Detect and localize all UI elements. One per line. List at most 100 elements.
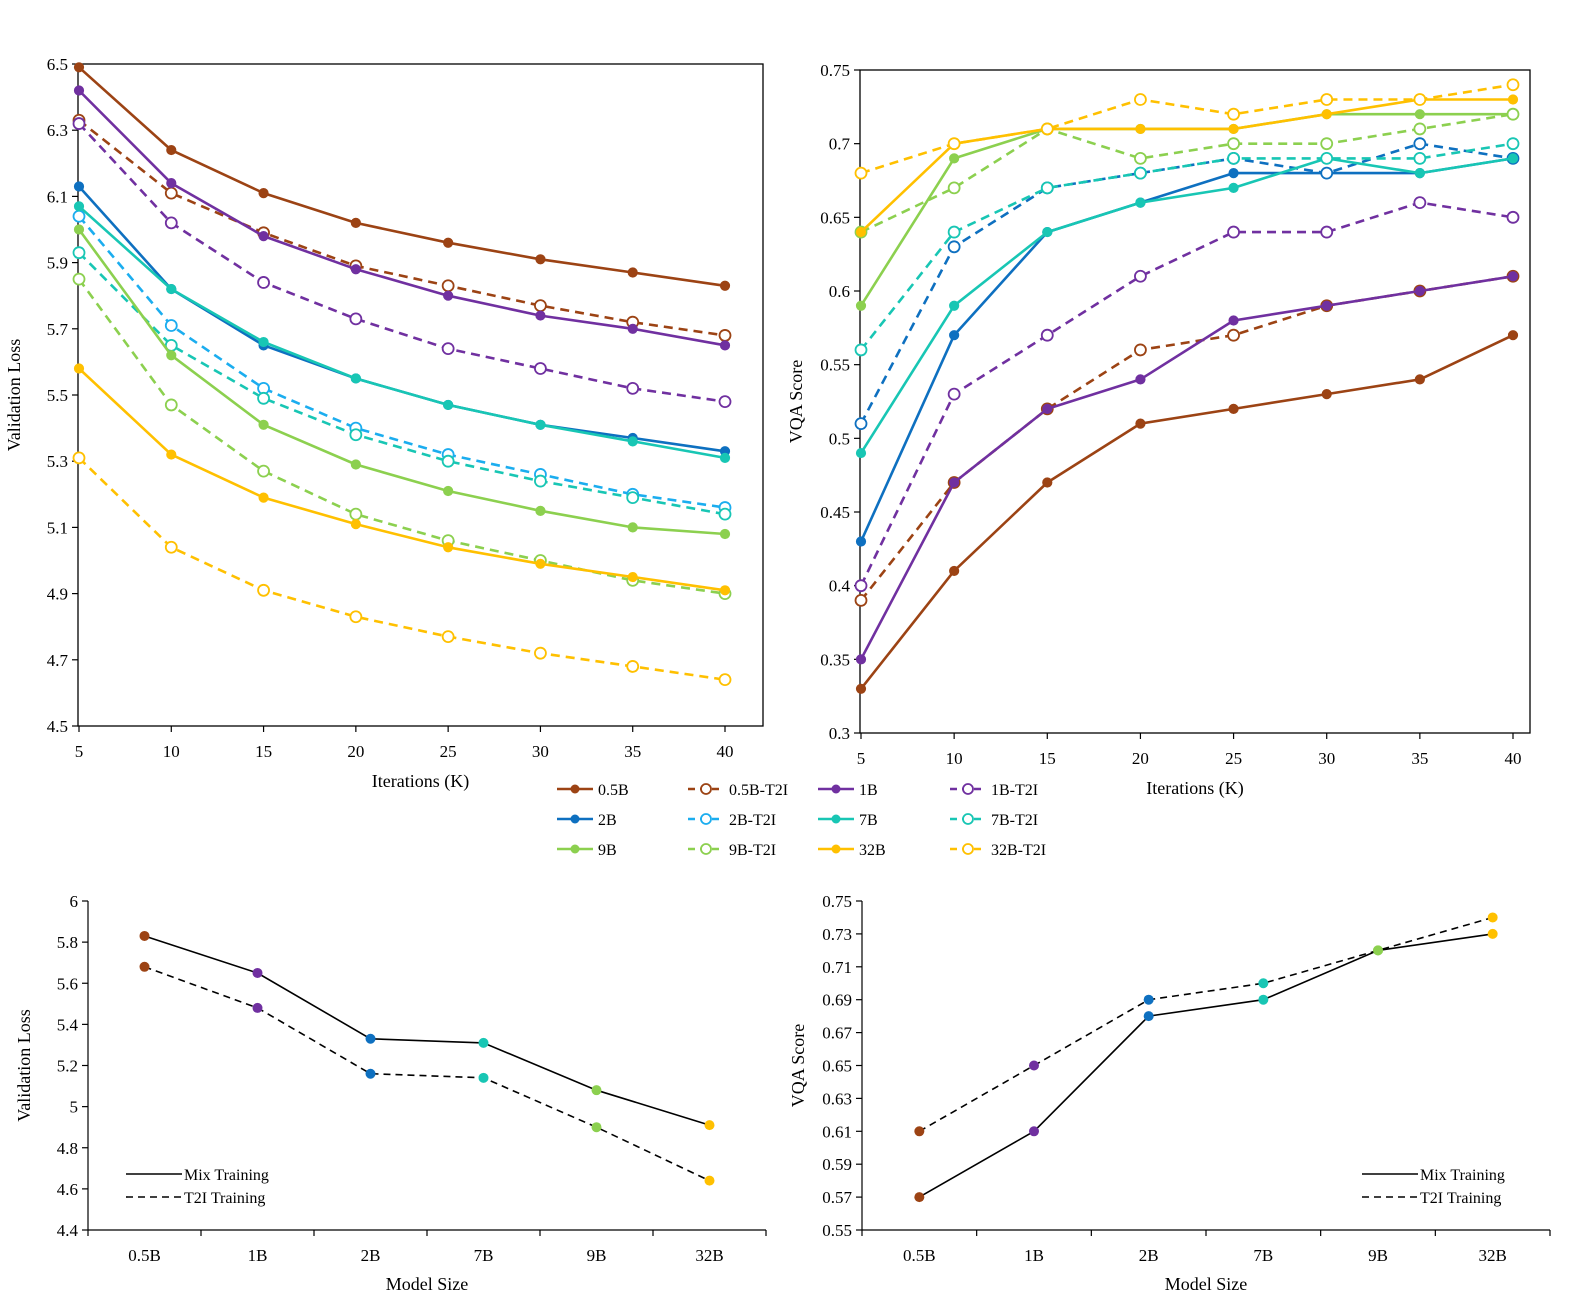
legend-marker — [962, 843, 974, 855]
data-point-9B-T2I — [164, 398, 178, 412]
data-point-7B-T2I — [1227, 151, 1240, 165]
y-tick-label: 0.71 — [822, 958, 852, 977]
data-point — [1143, 994, 1154, 1005]
data-point-1B-T2I — [626, 381, 640, 395]
data-point-32B — [350, 518, 361, 530]
series-line-0.5B-T2I — [78, 119, 726, 337]
legend-label-7B: 7B — [859, 812, 878, 829]
y-tick-label: 0.75 — [822, 892, 852, 911]
series-line-2B — [859, 157, 1514, 543]
legend-label-32B: 32B — [859, 842, 886, 859]
y-tick-label: 0.63 — [822, 1089, 852, 1108]
y-axis-label: VQA Score — [786, 360, 806, 444]
data-point-7B — [1414, 168, 1425, 179]
y-tick-label: 0.65 — [822, 1057, 852, 1076]
data-point — [478, 1072, 489, 1083]
series-line-0.5B — [78, 66, 726, 288]
data-point-7B — [1507, 153, 1519, 164]
legend-label: T2I Training — [1420, 1190, 1501, 1207]
data-point-9B — [73, 224, 85, 235]
data-point-1B — [627, 323, 638, 334]
data-point — [1029, 1060, 1039, 1071]
x-tick-label: 30 — [532, 742, 549, 761]
x-tick-label: 20 — [347, 742, 364, 761]
data-point-7B — [1042, 226, 1053, 238]
legend-marker — [831, 784, 841, 794]
data-point-32B — [166, 449, 177, 460]
series-line-7B-T2I — [78, 251, 726, 516]
x-tick-label: 35 — [624, 742, 641, 761]
data-point-32B-T2I — [257, 583, 270, 597]
data-point-7B-T2I — [626, 491, 640, 505]
data-point-0.5B — [1228, 403, 1239, 414]
y-tick-label: 0.5 — [829, 429, 850, 448]
data-point-32B-T2I — [1040, 122, 1054, 136]
series-line-T2I-Training — [144, 966, 710, 1182]
x-tick-label: 1B — [248, 1246, 268, 1265]
data-point-0.5B-T2I — [164, 186, 178, 200]
legend-label-9B: 9B — [598, 842, 617, 859]
data-point-0.5B — [443, 237, 454, 248]
y-tick-label: 0.57 — [822, 1188, 852, 1207]
data-point — [252, 967, 263, 978]
legend-label: Mix Training — [1420, 1167, 1505, 1184]
data-point-32B — [855, 226, 867, 238]
data-point — [1373, 945, 1383, 956]
data-point — [365, 1033, 376, 1044]
data-point-7B-T2I — [349, 428, 363, 442]
data-point-7B-T2I — [1506, 137, 1520, 151]
data-point-32B — [443, 542, 454, 553]
data-point-9B — [1414, 109, 1425, 120]
x-tick-label: 15 — [1039, 749, 1056, 768]
data-point-0.5B-T2I — [1134, 343, 1147, 357]
legend-label-7B-T2I: 7B-T2I — [991, 812, 1038, 829]
data-point-0.5B — [535, 254, 546, 265]
y-tick-label: 6.5 — [47, 55, 68, 74]
series-line-0.5B — [859, 334, 1514, 690]
legend-label-2B: 2B — [598, 812, 617, 829]
data-point-0.5B — [73, 62, 85, 73]
data-point-7B — [855, 447, 867, 459]
data-point-9B — [949, 153, 960, 164]
y-tick-label: 0.3 — [829, 724, 850, 743]
data-point — [914, 1126, 925, 1137]
legend-label: Mix Training — [184, 1167, 269, 1184]
legend-label-1B: 1B — [859, 782, 878, 799]
data-point-0.5B-T2I — [534, 299, 547, 313]
data-point-7B-T2I — [1413, 151, 1427, 165]
legend-label: T2I Training — [184, 1190, 265, 1207]
data-point-32B — [535, 558, 546, 569]
x-tick-label: 5 — [75, 742, 84, 761]
top-legend: 0.5B 0.5B-T2I 1B 1B-T2I 2B 2B-T2I 7B 7B-T2I 9B 9B… — [557, 782, 1046, 859]
y-tick-label: 5.9 — [47, 254, 68, 273]
data-point-7B — [350, 373, 361, 384]
legend-marker — [570, 844, 580, 854]
x-tick-label: 7B — [1253, 1246, 1273, 1265]
chart-br: 0.55 0.57 0.59 0.61 0.63 0.65 0.67 0.69 0.71 0.73… — [788, 892, 1551, 1294]
data-point-7B — [73, 201, 85, 212]
data-point-0.5B-T2I — [854, 594, 868, 607]
legend-marker — [700, 813, 712, 825]
legend-marker — [831, 844, 841, 854]
data-point-7B-T2I — [257, 391, 270, 405]
legend-marker — [831, 814, 841, 824]
data-point-9B — [535, 505, 546, 516]
data-point-32B-T2I — [349, 610, 363, 624]
y-tick-label: 5.6 — [57, 974, 78, 993]
series-line-1B — [78, 89, 726, 347]
y-tick-label: 0.75 — [820, 61, 850, 80]
data-point-1B-T2I — [1320, 225, 1334, 239]
data-point-2B — [949, 330, 960, 341]
data-point — [365, 1068, 376, 1079]
data-point — [1143, 1011, 1154, 1022]
data-point-0.5B — [1135, 418, 1146, 429]
y-tick-label: 0.59 — [822, 1155, 852, 1174]
data-point-0.5B — [1507, 330, 1519, 341]
legend-marker — [570, 814, 580, 824]
data-point-7B-T2I — [441, 454, 455, 468]
y-tick-label: 0.61 — [822, 1122, 852, 1141]
data-point-32B-T2I — [1413, 93, 1427, 106]
data-point-9B-T2I — [1134, 151, 1147, 165]
data-point-2B-T2I — [164, 319, 178, 332]
series-line-Mix-Training — [918, 933, 1493, 1198]
